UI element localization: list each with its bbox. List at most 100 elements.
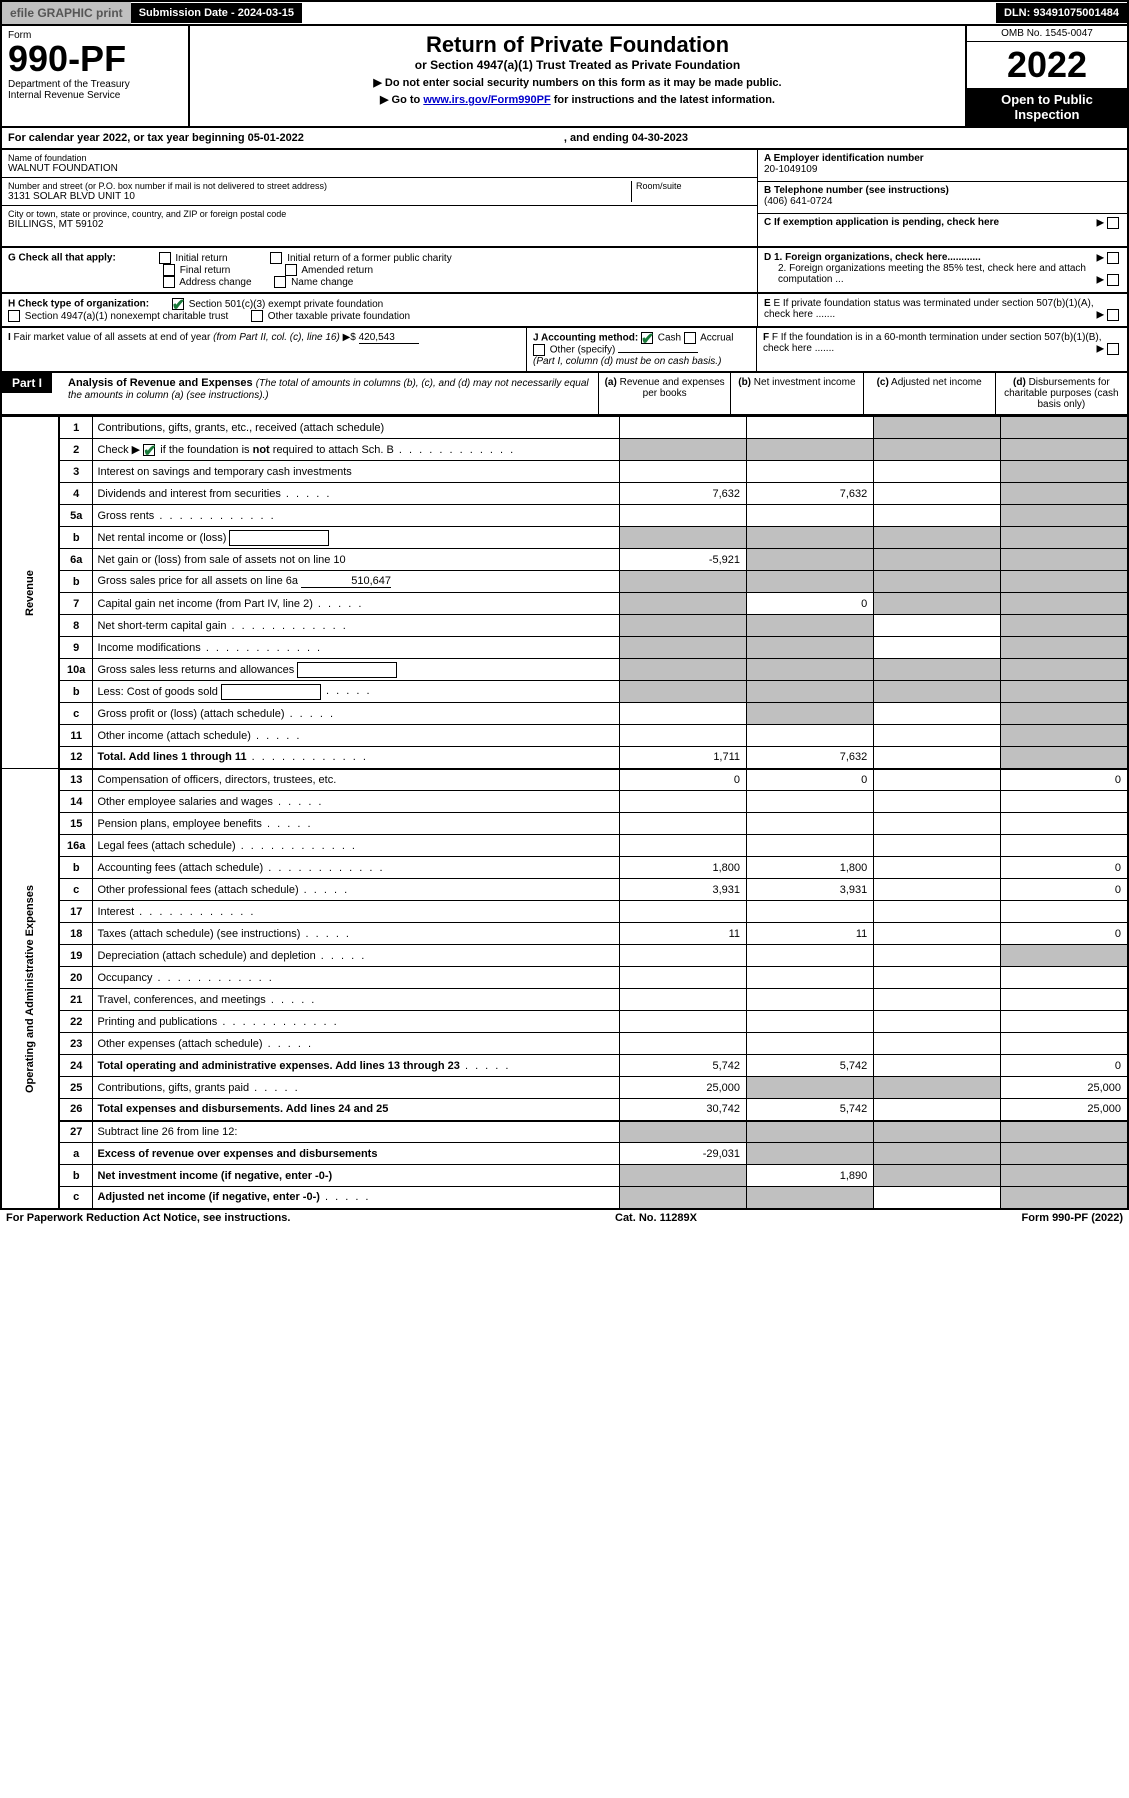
- amount-cell: [874, 461, 1001, 483]
- h-other-checkbox[interactable]: [251, 310, 263, 322]
- amount-cell: [619, 1165, 746, 1187]
- amount-cell: [619, 615, 746, 637]
- amount-cell: [1001, 1187, 1128, 1209]
- amount-cell: [747, 505, 874, 527]
- table-row: 16aLegal fees (attach schedule): [1, 835, 1128, 857]
- amount-cell: [619, 417, 746, 439]
- amount-cell: 0: [1001, 857, 1128, 879]
- amount-cell: 5,742: [747, 1055, 874, 1077]
- line-number: a: [59, 1143, 93, 1165]
- amount-cell: [1001, 593, 1128, 615]
- amount-cell: [874, 791, 1001, 813]
- d2-checkbox[interactable]: [1107, 274, 1119, 286]
- j-cash-checkbox[interactable]: [641, 332, 653, 344]
- section-d: D 1. Foreign organizations, check here..…: [757, 248, 1127, 292]
- line-number: b: [59, 571, 93, 593]
- expenses-side-label: Operating and Administrative Expenses: [1, 769, 59, 1209]
- h-501c3-checkbox[interactable]: [172, 298, 184, 310]
- amount-cell: [747, 1077, 874, 1099]
- amount-cell: [874, 417, 1001, 439]
- f-checkbox[interactable]: [1107, 343, 1119, 355]
- table-row: 3Interest on savings and temporary cash …: [1, 461, 1128, 483]
- part1-table: Revenue1Contributions, gifts, grants, et…: [0, 416, 1129, 1210]
- amount-cell: [1001, 549, 1128, 571]
- room-label: Room/suite: [636, 181, 751, 191]
- amount-cell: [874, 615, 1001, 637]
- amount-cell: [1001, 967, 1128, 989]
- amount-cell: [619, 1187, 746, 1209]
- table-row: 26Total expenses and disbursements. Add …: [1, 1099, 1128, 1121]
- cal-year-end: , and ending 04-30-2023: [564, 132, 688, 144]
- amount-cell: [1001, 439, 1128, 461]
- line-number: 15: [59, 813, 93, 835]
- line-description: Gross rents: [93, 505, 619, 527]
- section-g: G Check all that apply: Initial return I…: [2, 248, 757, 292]
- table-row: 23Other expenses (attach schedule): [1, 1033, 1128, 1055]
- amount-cell: [747, 1121, 874, 1143]
- line-number: 10a: [59, 659, 93, 681]
- amount-cell: [747, 989, 874, 1011]
- table-row: 9Income modifications: [1, 637, 1128, 659]
- table-row: 15Pension plans, employee benefits: [1, 813, 1128, 835]
- name-row: Name of foundation WALNUT FOUNDATION: [2, 150, 757, 178]
- amount-cell: [619, 835, 746, 857]
- section-e: E E If private foundation status was ter…: [757, 294, 1127, 326]
- e-checkbox[interactable]: [1107, 309, 1119, 321]
- efile-label[interactable]: efile GRAPHIC print: [2, 2, 131, 24]
- amount-cell: [874, 945, 1001, 967]
- amount-cell: [747, 703, 874, 725]
- line-description: Accounting fees (attach schedule): [93, 857, 619, 879]
- line-description: Excess of revenue over expenses and disb…: [93, 1143, 619, 1165]
- amount-cell: [747, 615, 874, 637]
- g-final-checkbox[interactable]: [163, 264, 175, 276]
- c-checkbox[interactable]: [1107, 217, 1119, 229]
- amount-cell: [874, 1165, 1001, 1187]
- amount-cell: 0: [747, 593, 874, 615]
- exemption-row: C If exemption application is pending, c…: [758, 214, 1127, 246]
- amount-cell: 25,000: [619, 1077, 746, 1099]
- line-description: Adjusted net income (if negative, enter …: [93, 1187, 619, 1209]
- line-description: Gross profit or (loss) (attach schedule): [93, 703, 619, 725]
- g-amended-checkbox[interactable]: [285, 264, 297, 276]
- j-accrual-checkbox[interactable]: [684, 332, 696, 344]
- table-row: 2Check ▶ if the foundation is not requir…: [1, 439, 1128, 461]
- h-4947-checkbox[interactable]: [8, 310, 20, 322]
- g-name-checkbox[interactable]: [274, 276, 286, 288]
- dln: DLN: 93491075001484: [996, 3, 1127, 23]
- amount-cell: [874, 703, 1001, 725]
- g-address-checkbox[interactable]: [163, 276, 175, 288]
- line-description: Net gain or (loss) from sale of assets n…: [93, 549, 619, 571]
- amount-cell: [747, 571, 874, 593]
- form-id-block: Form 990-PF Department of the TreasuryIn…: [2, 26, 190, 126]
- amount-cell: [874, 923, 1001, 945]
- foundation-name: WALNUT FOUNDATION: [8, 163, 751, 174]
- amount-cell: [1001, 835, 1128, 857]
- table-row: 25Contributions, gifts, grants paid25,00…: [1, 1077, 1128, 1099]
- amount-cell: 1,800: [619, 857, 746, 879]
- form-note-2: ▶ Go to www.irs.gov/Form990PF for instru…: [196, 93, 959, 106]
- line-number: 19: [59, 945, 93, 967]
- amount-cell: [1001, 703, 1128, 725]
- j-other-checkbox[interactable]: [533, 344, 545, 356]
- amount-cell: [874, 505, 1001, 527]
- cal-year-begin: For calendar year 2022, or tax year begi…: [8, 132, 304, 144]
- amount-cell: 1,800: [747, 857, 874, 879]
- footer-right: Form 990-PF (2022): [1022, 1212, 1124, 1224]
- g-initial-checkbox[interactable]: [159, 252, 171, 264]
- d1-checkbox[interactable]: [1107, 252, 1119, 264]
- line-number: 4: [59, 483, 93, 505]
- table-row: 27Subtract line 26 from line 12:: [1, 1121, 1128, 1143]
- form-note-1: ▶ Do not enter social security numbers o…: [196, 76, 959, 89]
- line-description: Less: Cost of goods sold: [93, 681, 619, 703]
- table-row: bNet rental income or (loss): [1, 527, 1128, 549]
- g-initial-former-checkbox[interactable]: [270, 252, 282, 264]
- amount-cell: [874, 483, 1001, 505]
- amount-cell: [747, 1187, 874, 1209]
- tax-year: 2022: [967, 42, 1127, 88]
- table-row: Operating and Administrative Expenses13C…: [1, 769, 1128, 791]
- amount-cell: [874, 1143, 1001, 1165]
- line-description: Taxes (attach schedule) (see instruction…: [93, 923, 619, 945]
- amount-cell: [1001, 681, 1128, 703]
- irs-link[interactable]: www.irs.gov/Form990PF: [423, 94, 550, 106]
- amount-cell: [874, 1121, 1001, 1143]
